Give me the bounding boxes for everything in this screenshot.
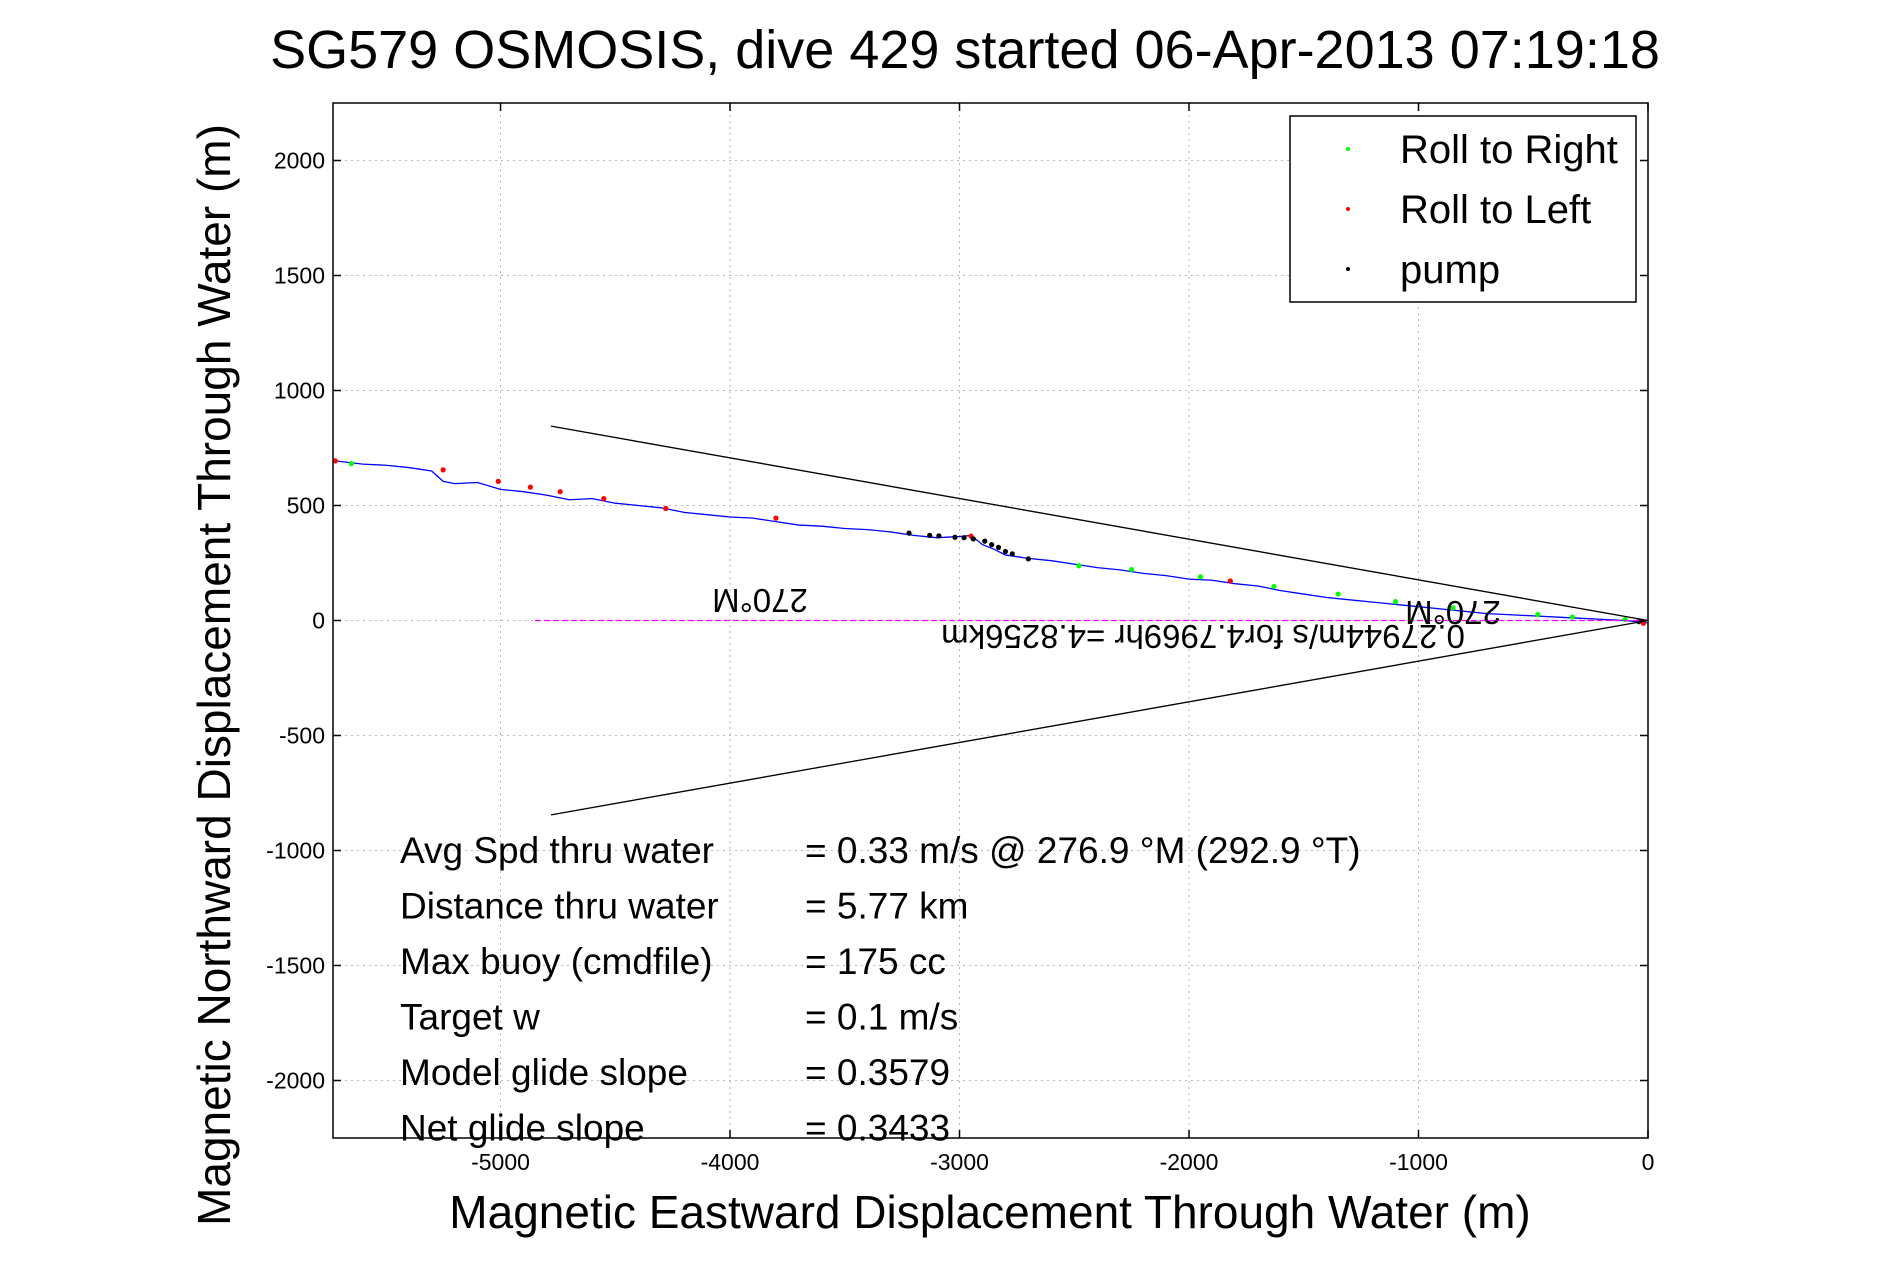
point-pump [982, 538, 988, 544]
point-roll-to-right [348, 461, 354, 467]
chart-title: SG579 OSMOSIS, dive 429 started 06-Apr-2… [270, 20, 1660, 80]
stat-value: = 0.3433 [805, 1108, 950, 1149]
stat-label: Net glide slope [400, 1108, 645, 1149]
point-pump [906, 530, 912, 536]
legend-marker [1346, 267, 1350, 271]
point-roll-to-left [773, 515, 779, 521]
y-tick-label: -2000 [266, 1068, 325, 1094]
y-tick-label: -1500 [266, 953, 325, 979]
point-roll-to-left [1227, 578, 1233, 584]
series-line-5 [550, 619, 1649, 816]
point-roll-to-right [1622, 616, 1628, 623]
y-tick-label: 0 [312, 608, 325, 634]
point-pump [1009, 551, 1015, 557]
point-pump [961, 535, 967, 541]
point-pump [989, 542, 995, 548]
legend-entry: Roll to Left [1400, 188, 1591, 232]
y-tick-label: 2000 [274, 148, 325, 174]
point-pump [1002, 548, 1009, 555]
series-line-4 [550, 425, 1649, 622]
point-roll-to-left [440, 467, 446, 473]
x-tick-label: -1000 [1389, 1149, 1448, 1175]
axis-ticks: -5000 -4000 -3000 -2000 -1000 0-2000-1500-100… [266, 103, 1654, 1175]
point-roll-to-right [1271, 583, 1277, 590]
heading-label-right: 270°M [1405, 594, 1501, 631]
flight-speed-label: 0.27944m/s for4.7969hr =4.8256km [941, 618, 1465, 655]
y-axis-label: Magnetic Northward Displacement Through … [188, 124, 240, 1226]
stat-value: = 0.3579 [805, 1052, 950, 1093]
point-roll-to-left [601, 496, 607, 502]
x-tick-label: -5000 [471, 1149, 530, 1175]
plot-series [332, 425, 1649, 816]
point-roll-to-left [663, 505, 669, 512]
point-roll-to-left [557, 489, 563, 495]
x-tick-label: -4000 [701, 1149, 760, 1175]
stat-label: Model glide slope [400, 1052, 688, 1093]
legend-entry: Roll to Right [1400, 128, 1618, 172]
x-tick-label: 0 [1642, 1149, 1655, 1175]
heading-label-left: 270°M [712, 582, 808, 619]
stat-label: Avg Spd thru water [400, 830, 714, 871]
point-roll-to-right [1335, 591, 1341, 597]
legend-entry: pump [1400, 248, 1500, 292]
legend-marker [1346, 207, 1350, 211]
x-tick-label: -3000 [930, 1149, 989, 1175]
point-roll-to-left [495, 478, 501, 484]
point-pump [970, 536, 976, 542]
point-pump [1025, 556, 1031, 562]
y-tick-label: 500 [287, 493, 325, 519]
point-roll-to-left [332, 458, 338, 464]
x-tick-label: -2000 [1160, 1149, 1219, 1175]
point-roll-to-right [1535, 611, 1541, 618]
stats-annotations: Avg Spd thru water = 0.33 m/s @ 276.9 °M … [400, 830, 1361, 1149]
point-roll-to-right [1197, 574, 1204, 580]
y-tick-label: -1000 [266, 838, 325, 864]
series-line-0 [332, 460, 1649, 624]
legend: Roll to Right Roll to Left pump [1289, 115, 1637, 303]
y-tick-label: 1000 [274, 378, 325, 404]
stat-label: Target w [400, 997, 540, 1038]
stat-value: = 0.33 m/s @ 276.9 °M (292.9 °T) [805, 830, 1361, 871]
stat-value: = 0.1 m/s [805, 997, 958, 1038]
y-tick-label: 1500 [274, 263, 325, 289]
point-roll-to-left [527, 484, 533, 490]
stat-value: = 175 cc [805, 941, 946, 982]
point-roll-to-right [1129, 566, 1135, 573]
point-pump [995, 544, 1002, 550]
point-pump [952, 534, 958, 540]
point-roll-to-right [1392, 599, 1399, 605]
point-roll-to-right [1076, 563, 1082, 569]
legend-marker [1346, 147, 1350, 151]
stat-value: = 5.77 km [805, 886, 969, 927]
point-roll-to-right [1569, 614, 1575, 620]
point-pump [927, 532, 933, 539]
point-roll-to-right [1450, 605, 1456, 611]
y-tick-label: -500 [279, 723, 325, 749]
x-axis-label: Magnetic Eastward Displacement Through W… [449, 1186, 1530, 1238]
stat-label: Max buoy (cmdfile) [400, 941, 713, 982]
point-pump [936, 533, 942, 539]
stat-label: Distance thru water [400, 886, 719, 927]
